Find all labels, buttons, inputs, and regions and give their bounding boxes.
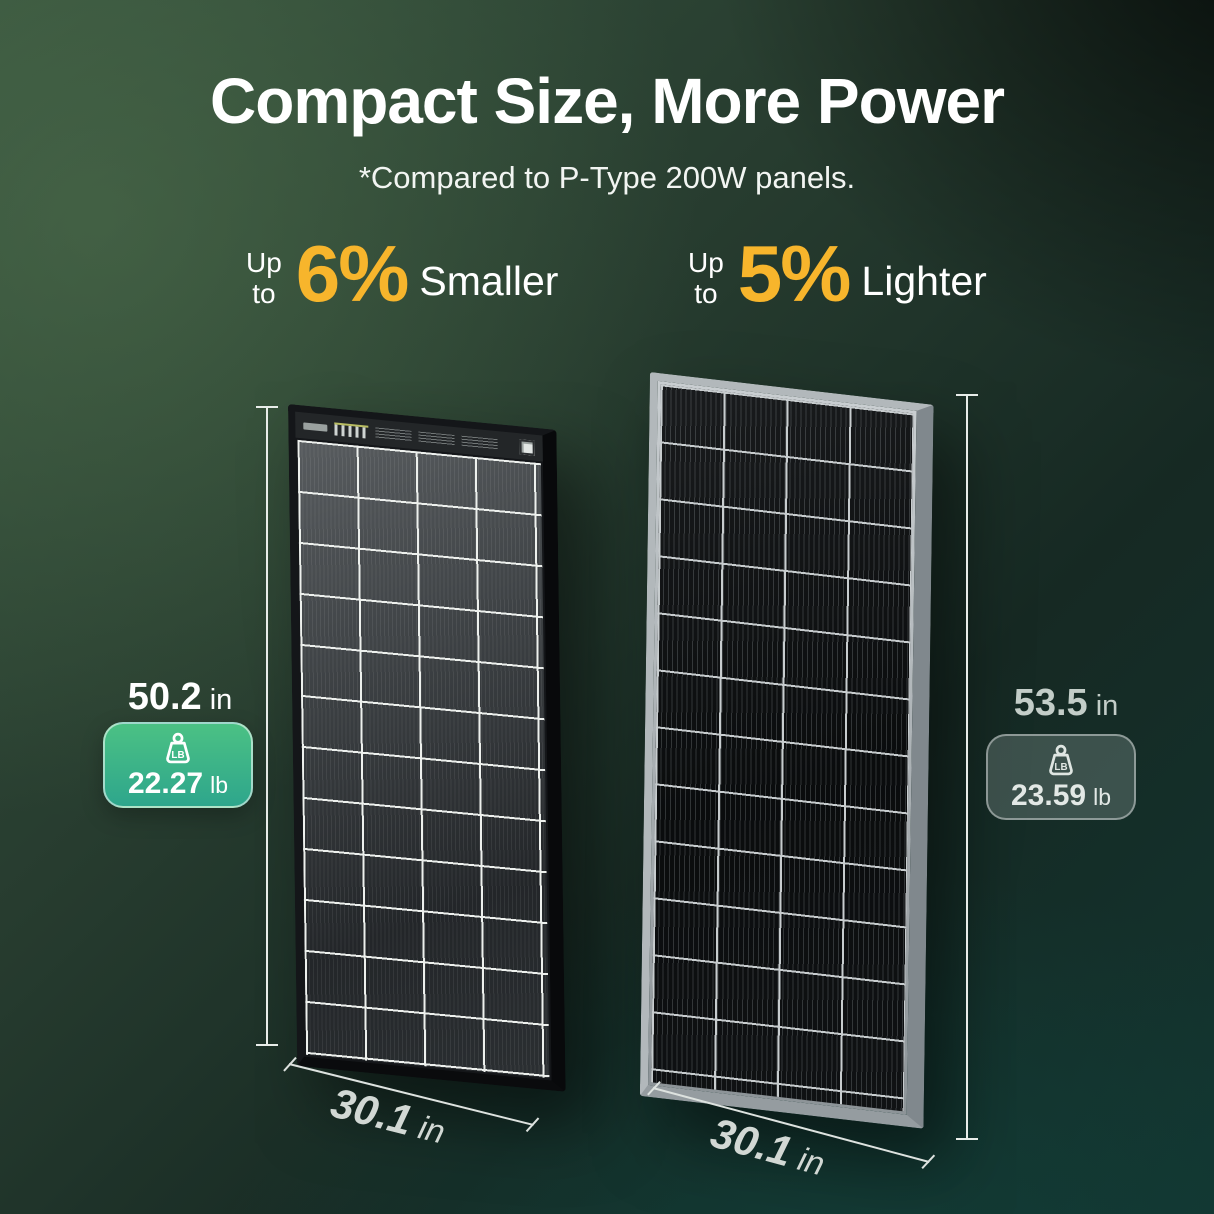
subtitle: *Compared to P-Type 200W panels. bbox=[358, 160, 856, 195]
height-dimension-line-right bbox=[956, 394, 978, 1140]
weight-value-row: 23.59 lb bbox=[1011, 781, 1111, 811]
stat-smaller-label: Smaller bbox=[419, 257, 559, 304]
stat-upto-text: Up to bbox=[688, 247, 724, 310]
solar-cells-grid bbox=[297, 439, 550, 1079]
height-label-left: 50.2 in bbox=[100, 676, 260, 719]
weight-unit: lb bbox=[1093, 784, 1111, 810]
weight-lb-icon: LB bbox=[166, 732, 190, 764]
qr-code bbox=[519, 438, 535, 456]
weight-icon-text: LB bbox=[1054, 762, 1067, 773]
brand-logo bbox=[303, 421, 328, 432]
weight-value-row: 22.27 lb bbox=[128, 769, 228, 799]
width-unit: in bbox=[414, 1108, 449, 1151]
width-value: 30.1 bbox=[326, 1078, 418, 1145]
page-title: Compact Size, More Power bbox=[210, 65, 1005, 137]
height-unit: in bbox=[1095, 690, 1119, 722]
solar-panel-ptype bbox=[639, 372, 934, 1129]
weight-icon-text: LB bbox=[171, 750, 184, 761]
stat-lighter-label: Lighter bbox=[861, 257, 987, 304]
stat-lighter: Up to 5% Lighter bbox=[688, 229, 987, 320]
weight-unit: lb bbox=[210, 772, 228, 798]
height-dimension-line-left bbox=[256, 406, 278, 1046]
weight-lb-icon: LB bbox=[1049, 744, 1073, 776]
height-unit: in bbox=[209, 684, 233, 716]
stat-upto-line2: to bbox=[252, 278, 276, 309]
certification-icons bbox=[334, 421, 369, 439]
stat-upto-line1: Up bbox=[246, 246, 282, 278]
width-label-right: 30.1in bbox=[706, 1109, 831, 1186]
stat-smaller-value: 6% bbox=[295, 229, 410, 318]
weight-badge-green: LB 22.27 lb bbox=[103, 722, 253, 808]
width-value: 30.1 bbox=[706, 1108, 798, 1176]
spec-text-block bbox=[418, 431, 455, 446]
height-label-right: 53.5 in bbox=[986, 682, 1146, 725]
height-value: 53.5 bbox=[1013, 682, 1088, 724]
spec-text-block bbox=[375, 426, 412, 442]
spec-text-block bbox=[461, 435, 498, 450]
weight-badge-gray: LB 23.59 lb bbox=[986, 734, 1136, 820]
width-unit: in bbox=[794, 1140, 829, 1183]
weight-value: 22.27 bbox=[128, 767, 204, 800]
height-value: 50.2 bbox=[127, 676, 202, 718]
solar-cells-grid bbox=[651, 384, 914, 1112]
stat-upto-line2: to bbox=[694, 278, 718, 309]
solar-panel-compact bbox=[288, 404, 566, 1092]
stat-lighter-value: 5% bbox=[737, 229, 852, 318]
stat-smaller: Up to 6% Smaller bbox=[246, 229, 559, 320]
stat-upto-text: Up to bbox=[246, 247, 282, 310]
weight-value: 23.59 bbox=[1011, 779, 1087, 812]
stat-upto-line1: Up bbox=[688, 246, 724, 278]
